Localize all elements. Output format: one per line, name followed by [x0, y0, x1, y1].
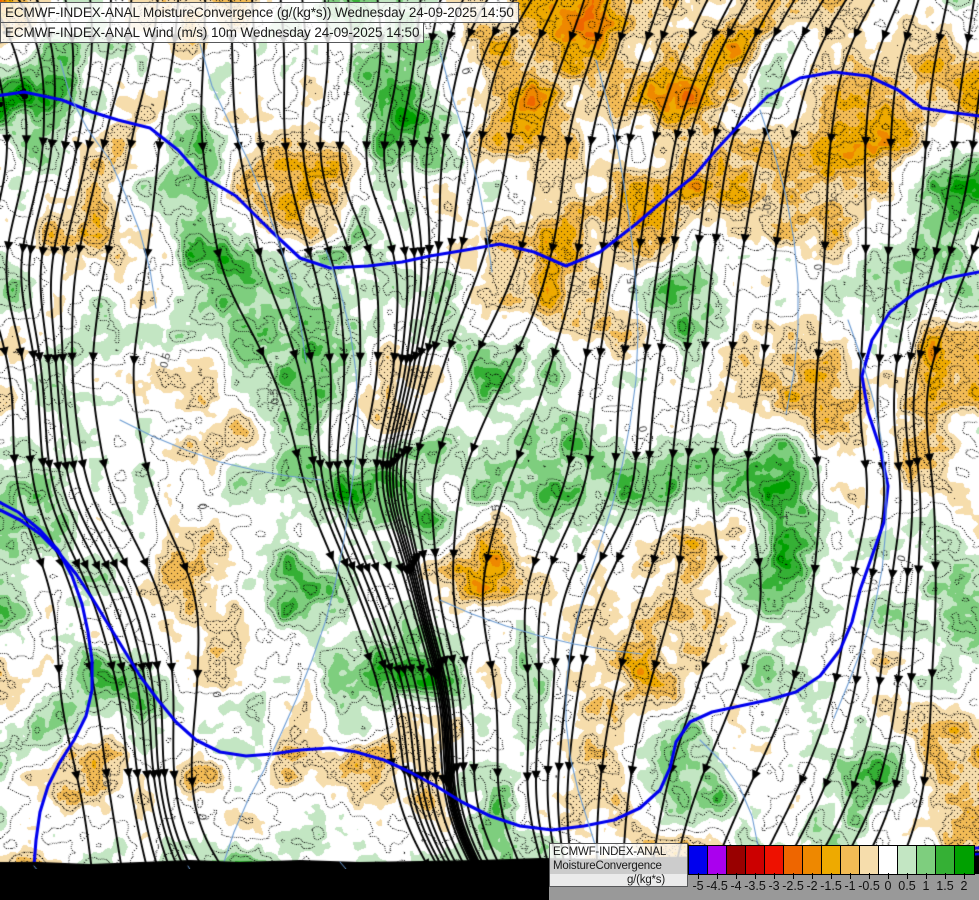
map-title-wind: ECMWF-INDEX-ANAL Wind (m/s) 10m Wednesda… — [0, 22, 425, 43]
colorbar-tick-label: -0.5 — [858, 879, 880, 893]
colorbar-swatch — [936, 846, 955, 874]
colorbar-swatch — [898, 846, 917, 874]
colorbar-tick-label: -3.5 — [744, 879, 766, 893]
colorbar-swatch — [765, 846, 784, 874]
colorbar-tick-label: 1.5 — [936, 879, 954, 893]
colorbar-tick-label: -2 — [806, 879, 818, 893]
colorbar-swatch — [746, 846, 765, 874]
colorbar-tick — [964, 873, 965, 879]
colorbar-swatch — [689, 846, 708, 874]
colorbar-swatch — [860, 846, 879, 874]
colorbar-tick-labels: -5 -4.5 -4 -3.5 -3 -2.5 -2 -1.5 -1 -0.5 0 0.5 1 1.5 2 — [688, 878, 979, 894]
colorbar-tick-label: -3 — [768, 879, 780, 893]
legend-panel: ECMWF-INDEX-ANAL MoistureConvergence g/(… — [549, 843, 979, 900]
colorbar-tick — [793, 873, 794, 879]
legend-units-label: g/(kg*s) — [626, 874, 665, 886]
colorbar-tick — [869, 873, 870, 879]
colorbar[interactable] — [688, 845, 975, 875]
colorbar-swatch — [727, 846, 746, 874]
colorbar-tick-label: -2.5 — [782, 879, 804, 893]
legend-parameter-label: MoistureConvergence — [553, 860, 662, 872]
colorbar-tick — [717, 873, 718, 879]
map-title-moisture-convergence: ECMWF-INDEX-ANAL MoistureConvergence (g/… — [0, 2, 519, 23]
colorbar-tick-label: -5 — [692, 879, 704, 893]
colorbar-tick-label: 0 — [884, 879, 892, 893]
colorbar-tick — [755, 873, 756, 879]
colorbar-tick — [698, 873, 699, 879]
colorbar-tick — [831, 873, 832, 879]
colorbar-swatch — [708, 846, 727, 874]
colorbar-swatch — [803, 846, 822, 874]
colorbar-tick — [850, 873, 851, 879]
colorbar-tickmarks — [688, 873, 979, 881]
colorbar-tick-label: -4 — [730, 879, 742, 893]
colorbar-tick — [926, 873, 927, 879]
colorbar-tick-label: 0.5 — [898, 879, 916, 893]
colorbar-tick — [907, 873, 908, 879]
map-viewport[interactable] — [0, 0, 979, 869]
legend-caption-box: ECMWF-INDEX-ANAL MoistureConvergence g/(… — [549, 843, 688, 887]
colorbar-tick-label: 2 — [960, 879, 968, 893]
colorbar-tick-label: -1.5 — [820, 879, 842, 893]
colorbar-tick — [945, 873, 946, 879]
colorbar-swatch — [784, 846, 803, 874]
colorbar-tick-label: -1 — [844, 879, 856, 893]
colorbar-tick-label: 1 — [922, 879, 930, 893]
colorbar-swatch — [841, 846, 860, 874]
legend-model-label: ECMWF-INDEX-ANAL — [553, 846, 667, 858]
colorbar-tick — [888, 873, 889, 879]
colorbar-tick-label: -4.5 — [706, 879, 728, 893]
colorbar-tick — [812, 873, 813, 879]
colorbar-swatch — [955, 846, 974, 874]
colorbar-tick — [774, 873, 775, 879]
colorbar-swatch — [822, 846, 841, 874]
colorbar-swatch — [917, 846, 936, 874]
colorbar-tick — [736, 873, 737, 879]
colorbar-swatch — [879, 846, 898, 874]
geography-overlay-layer — [0, 0, 979, 869]
